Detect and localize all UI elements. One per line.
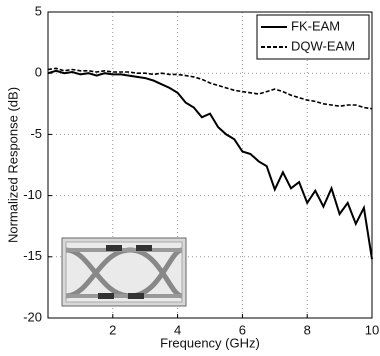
y-tick-label: -10 <box>23 187 42 202</box>
chart: Frequency (GHz) Normalized Response (dB)… <box>0 0 380 356</box>
y-axis-label: Normalized Response (dB) <box>5 87 20 243</box>
y-tick-label: 5 <box>35 3 42 18</box>
legend-label: DQW-EAM <box>291 38 355 53</box>
y-tick-label: -5 <box>30 126 42 141</box>
y-tick-label: 0 <box>35 65 42 80</box>
page: {"chart_data": {"type": "line", "x_label… <box>0 0 380 356</box>
x-axis-label: Frequency (GHz) <box>160 335 260 350</box>
y-tick-label: -20 <box>23 309 42 324</box>
series-line <box>48 71 372 259</box>
x-tick-label: 10 <box>365 322 379 337</box>
y-tick-label: -15 <box>23 248 42 263</box>
series-line <box>48 68 372 108</box>
inset-eye-diagram <box>62 238 186 306</box>
x-tick-label: 6 <box>239 322 246 337</box>
legend-label: FK-EAM <box>291 18 340 33</box>
x-tick-label: 4 <box>174 322 181 337</box>
x-tick-label: 8 <box>304 322 311 337</box>
x-tick-label: 2 <box>109 322 116 337</box>
